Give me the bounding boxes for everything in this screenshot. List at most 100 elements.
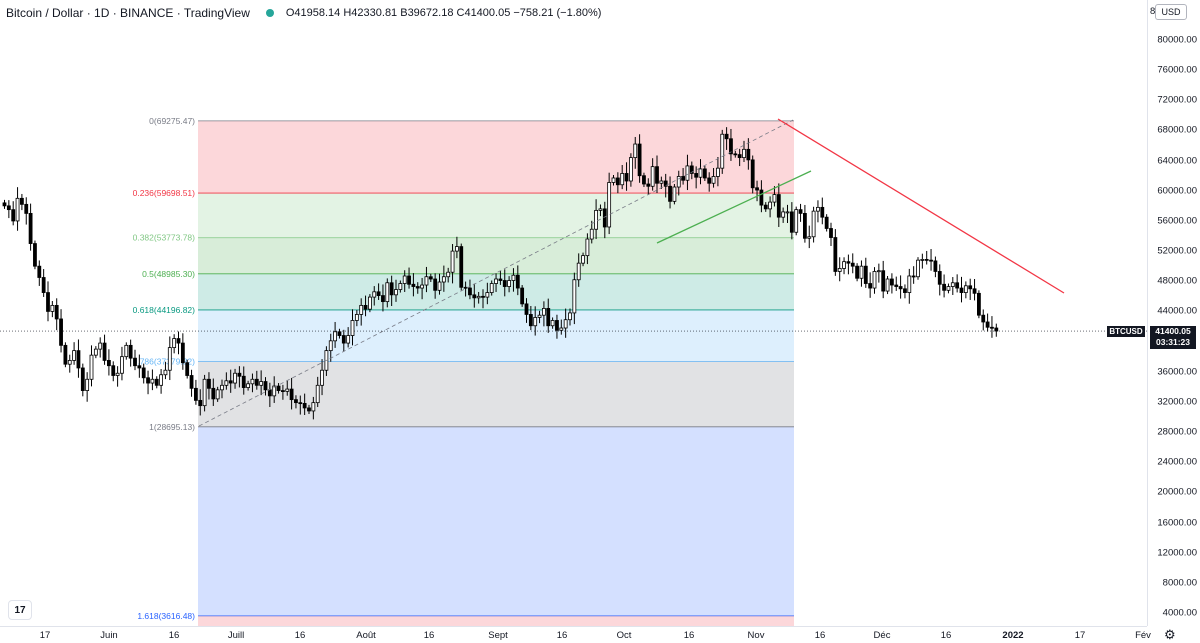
candle — [54, 298, 59, 331]
candle — [359, 298, 364, 326]
time-tick-label: Fév — [1135, 630, 1151, 641]
candle — [120, 346, 124, 381]
candle — [180, 333, 185, 370]
candle — [650, 158, 655, 191]
candle — [76, 339, 81, 378]
candle — [67, 354, 72, 373]
candle — [294, 395, 298, 409]
candle — [228, 369, 233, 393]
candle — [415, 282, 420, 294]
candle — [937, 264, 942, 296]
currency-button[interactable]: USD — [1155, 4, 1187, 20]
candle — [124, 342, 129, 360]
price-tick-label: 36000.00 — [1157, 366, 1197, 378]
price-tick-label: 24000.00 — [1157, 456, 1197, 468]
candle — [837, 257, 842, 282]
candle — [663, 173, 668, 198]
candle — [85, 372, 90, 402]
candle — [768, 196, 772, 218]
candle — [502, 269, 507, 297]
candle — [6, 200, 11, 219]
candle — [720, 129, 725, 174]
candle — [685, 154, 690, 191]
candle — [424, 266, 429, 293]
candle — [537, 310, 542, 324]
candle — [381, 284, 385, 312]
candle — [707, 172, 712, 192]
candle — [572, 272, 577, 325]
candle — [546, 298, 551, 333]
candle — [807, 225, 812, 249]
candle — [507, 276, 512, 293]
fib-level-label: 0.236(59698.51) — [133, 188, 196, 198]
candle — [568, 308, 572, 326]
candle — [420, 277, 425, 300]
candle — [755, 180, 759, 202]
candle — [829, 222, 833, 246]
candle — [872, 267, 877, 294]
candle — [920, 253, 925, 269]
candle — [515, 265, 520, 296]
candle — [968, 278, 973, 300]
time-tick-label: Juill — [227, 630, 245, 641]
candle — [803, 204, 807, 243]
candle — [37, 260, 42, 286]
price-axis[interactable]: 80000.00 76000.00 72000.00 68000.00 64000.00… — [1147, 0, 1200, 626]
last-price-value: 41400.05 — [1155, 326, 1191, 336]
candle — [798, 203, 803, 222]
price-tick-label: 56000.00 — [1157, 215, 1197, 227]
candle — [263, 377, 268, 396]
price-tick-label: 76000.00 — [1157, 64, 1197, 76]
candle — [172, 334, 177, 354]
price-tick-label: 72000.00 — [1157, 94, 1197, 106]
candle — [207, 372, 211, 400]
price-tick-label: 44000.00 — [1157, 305, 1197, 317]
candle — [820, 197, 825, 225]
candle — [272, 376, 277, 403]
candle — [441, 265, 446, 292]
candle — [285, 380, 290, 396]
fibonacci-retracement: 0(69275.47) 0.236(59698.51) 0.382(53773.78… — [133, 116, 794, 626]
time-axis[interactable]: 17 Juin 16 Juill 16 Août 16 Sept 16 Oct 16 Nov 16 Déc… — [0, 626, 1151, 643]
candle — [337, 328, 342, 339]
price-tick-label: 68000.00 — [1157, 124, 1197, 136]
candle — [555, 314, 559, 339]
candle — [576, 253, 581, 287]
candle — [485, 282, 490, 305]
tradingview-logo-icon[interactable]: 17 — [8, 600, 32, 620]
candle — [185, 359, 190, 379]
candle — [811, 206, 816, 243]
candle — [237, 366, 242, 388]
candle — [107, 349, 111, 376]
time-tick-label: 16 — [423, 630, 435, 641]
candle — [450, 244, 455, 284]
candle — [137, 354, 142, 378]
candle — [711, 168, 716, 188]
price-tick-label: 20000.00 — [1157, 486, 1197, 498]
candle — [276, 383, 281, 394]
candle — [742, 140, 746, 162]
candle — [816, 200, 820, 223]
symbol-title[interactable]: Bitcoin / Dollar · 1D · BINANCE · Tradin… — [6, 6, 250, 20]
fib-zone — [198, 237, 794, 274]
candle — [15, 187, 20, 231]
fib-trend-dashed-line — [198, 119, 794, 427]
candle — [376, 283, 381, 300]
gear-icon[interactable]: ⚙ — [1164, 627, 1176, 642]
candle — [489, 280, 494, 296]
candle — [668, 176, 672, 209]
candle — [929, 248, 933, 271]
candle — [289, 377, 294, 410]
price-tick-label: 80000.00 — [1157, 34, 1197, 46]
candle — [346, 327, 351, 348]
candle — [211, 378, 216, 406]
candle — [772, 186, 777, 207]
candle — [476, 291, 481, 304]
candle — [611, 174, 616, 186]
candle — [563, 308, 568, 338]
fib-level-label: 0.5(48985.30) — [142, 269, 195, 279]
market-status-icon — [265, 9, 274, 17]
candle — [454, 236, 459, 259]
candle — [924, 250, 929, 265]
